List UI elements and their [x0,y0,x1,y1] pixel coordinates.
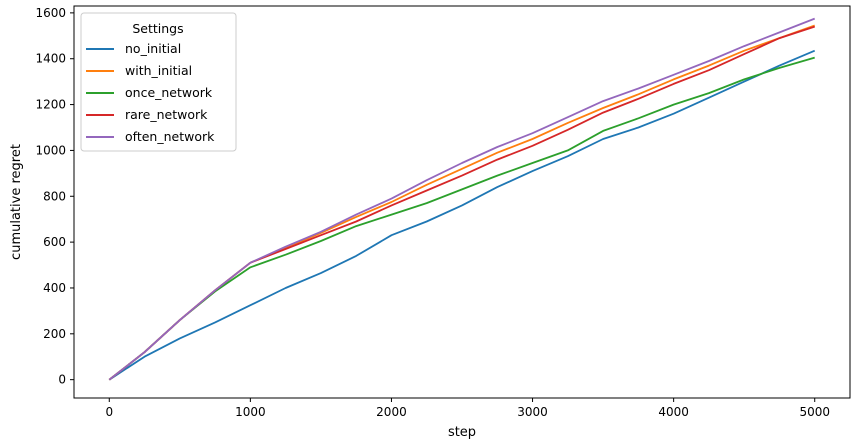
x-tick-label: 4000 [658,405,689,419]
series-layer [108,17,816,381]
legend: Settings no_initial with_initial once_netw… [80,12,237,152]
y-tick-label: 200 [43,327,66,341]
y-axis-label: cumulative regret [9,144,24,260]
x-axis-ticks: 0 1000 2000 3000 4000 5000 [105,398,830,419]
legend-entry-label: often_network [125,129,215,144]
x-tick-label: 0 [105,405,113,419]
y-tick-label: 800 [43,189,66,203]
y-tick-label: 1600 [35,6,66,20]
y-tick-label: 1200 [35,98,66,112]
x-tick-label: 3000 [517,405,548,419]
y-tick-label: 400 [43,281,66,295]
x-tick-label: 1000 [235,405,266,419]
legend-items: no_initial with_initial once_network rare_n… [86,41,215,144]
legend-entry-label: once_network [125,85,213,100]
series-line-no_initial [108,49,816,381]
y-axis-ticks: 0 200 400 600 800 1000 1200 1400 1600 [35,6,74,387]
series-line-once_network [108,56,815,381]
y-tick-label: 0 [58,373,66,387]
series-line-often_network [108,17,816,381]
y-tick-label: 1000 [35,143,66,157]
x-tick-label: 5000 [799,405,830,419]
x-tick-label: 2000 [376,405,407,419]
legend-box [80,12,237,152]
legend-title: Settings [132,21,183,36]
plot-frame [73,5,851,399]
legend-entry-label: with_initial [125,63,192,78]
legend-entry-label: no_initial [125,41,181,56]
x-axis-label: step [448,425,476,440]
y-tick-label: 600 [43,235,66,249]
y-tick-label: 1400 [35,52,66,66]
legend-entry-label: rare_network [125,107,208,122]
